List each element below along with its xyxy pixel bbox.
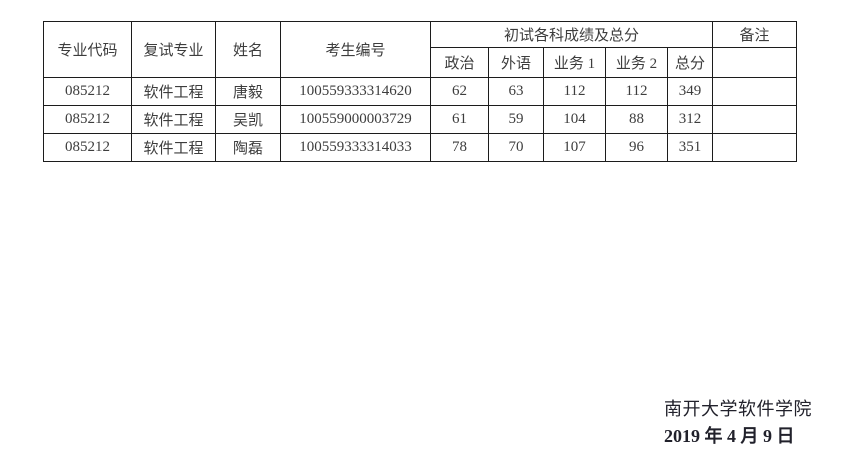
header-subject2: 业务 2 — [605, 47, 668, 78]
header-major-code: 专业代码 — [43, 21, 132, 78]
cell-major-code: 085212 — [43, 133, 132, 162]
cell-candidate-id: 100559000003729 — [280, 105, 431, 134]
header-subject1: 业务 1 — [543, 47, 606, 78]
cell-major-code: 085212 — [43, 77, 132, 106]
cell-total: 349 — [667, 77, 713, 106]
header-politics: 政治 — [430, 47, 489, 78]
cell-name: 吴凯 — [215, 105, 281, 134]
cell-foreign-language: 63 — [488, 77, 544, 106]
header-name: 姓名 — [215, 21, 281, 78]
cell-politics: 61 — [430, 105, 489, 134]
signature-organization: 南开大学软件学院 — [664, 399, 812, 419]
header-retest-major: 复试专业 — [131, 21, 216, 78]
signature-block: 南开大学软件学院 2019 年 4 月 9 日 — [664, 396, 812, 450]
table-header-row-top: 专业代码 复试专业 姓名 考生编号 初试各科成绩及总分 备注 — [43, 21, 797, 78]
cell-foreign-language: 70 — [488, 133, 544, 162]
cell-remarks — [712, 77, 797, 106]
table-row: 085212 软件工程 陶磊 100559333314033 78 70 107… — [43, 133, 797, 162]
cell-subject2: 112 — [605, 77, 668, 106]
cell-remarks — [712, 133, 797, 162]
cell-retest-major: 软件工程 — [131, 77, 216, 106]
cell-total: 351 — [667, 133, 713, 162]
cell-major-code: 085212 — [43, 105, 132, 134]
cell-foreign-language: 59 — [488, 105, 544, 134]
header-scores-group: 初试各科成绩及总分 — [430, 21, 713, 48]
table-header-row-sub: 政治 外语 业务 1 业务 2 总分 — [44, 47, 797, 78]
cell-remarks — [712, 105, 797, 134]
cell-politics: 78 — [430, 133, 489, 162]
header-remarks: 备注 — [712, 21, 797, 48]
cell-candidate-id: 100559333314620 — [280, 77, 431, 106]
header-foreign-language: 外语 — [488, 47, 544, 78]
cell-name: 唐毅 — [215, 77, 281, 106]
cell-subject2: 88 — [605, 105, 668, 134]
header-remarks-empty — [712, 47, 797, 78]
cell-candidate-id: 100559333314033 — [280, 133, 431, 162]
cell-subject1: 104 — [543, 105, 606, 134]
header-total: 总分 — [667, 47, 713, 78]
cell-name: 陶磊 — [215, 133, 281, 162]
cell-subject1: 107 — [543, 133, 606, 162]
cell-subject1: 112 — [543, 77, 606, 106]
score-table: 专业代码 复试专业 姓名 考生编号 初试各科成绩及总分 备注 政治 外语 业务 … — [43, 21, 797, 162]
cell-subject2: 96 — [605, 133, 668, 162]
signature-date: 2019 年 4 月 9 日 — [664, 426, 795, 446]
table-row: 085212 软件工程 吴凯 100559000003729 61 59 104… — [43, 105, 797, 134]
cell-retest-major: 软件工程 — [131, 133, 216, 162]
header-candidate-id: 考生编号 — [280, 21, 431, 78]
cell-total: 312 — [667, 105, 713, 134]
cell-retest-major: 软件工程 — [131, 105, 216, 134]
table-row: 085212 软件工程 唐毅 100559333314620 62 63 112… — [43, 77, 797, 106]
cell-politics: 62 — [430, 77, 489, 106]
